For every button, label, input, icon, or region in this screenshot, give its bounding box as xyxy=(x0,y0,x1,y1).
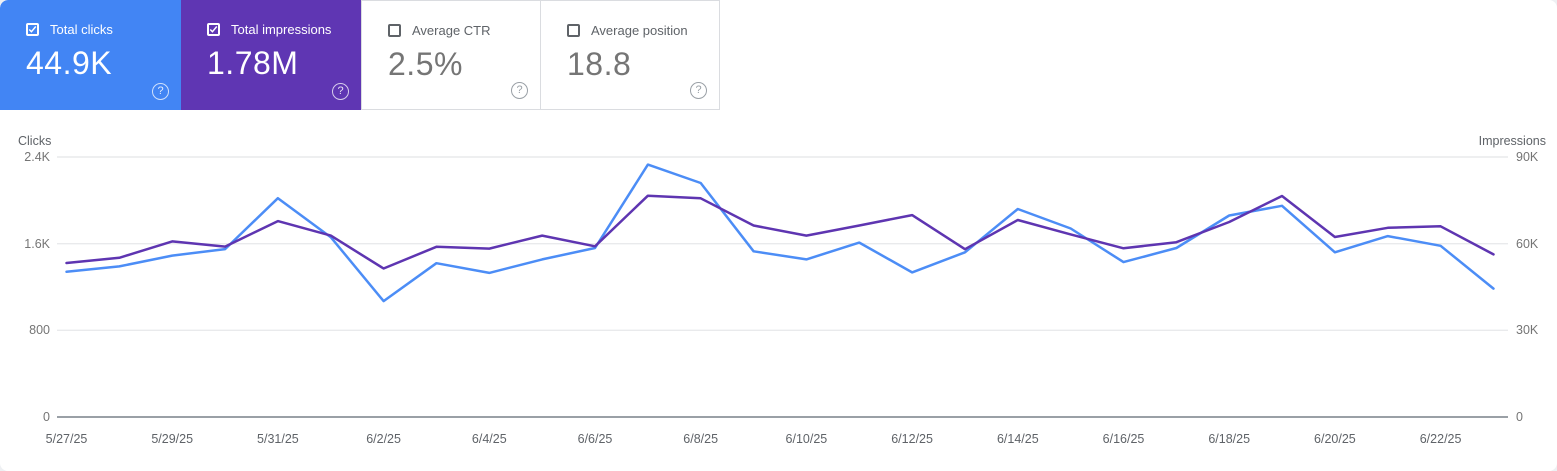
series-line-impressions xyxy=(65,194,1495,270)
checked-checkbox-icon[interactable] xyxy=(26,23,39,36)
card-label: Total impressions xyxy=(231,22,332,37)
y-axis-tick: 0 xyxy=(43,410,50,424)
help-icon[interactable]: ? xyxy=(152,83,169,100)
y-axis-tick: 1.6K xyxy=(24,237,50,251)
series-line-clicks xyxy=(65,163,1495,303)
y-axis-tick: 0 xyxy=(1516,410,1523,424)
empty-checkbox-icon[interactable] xyxy=(388,24,401,37)
checked-checkbox-icon[interactable] xyxy=(207,23,220,36)
help-icon[interactable]: ? xyxy=(511,82,528,99)
y-axis-tick: 800 xyxy=(29,323,50,337)
card-average-ctr[interactable]: Average CTR 2.5% ? xyxy=(361,0,541,110)
x-axis-label: 6/18/25 xyxy=(1208,432,1251,446)
x-axis-label: 6/6/25 xyxy=(577,432,613,446)
y-axis-tick: 90K xyxy=(1516,150,1539,164)
chart-canvas xyxy=(57,156,1508,418)
card-total-impressions[interactable]: Total impressions 1.78M ? xyxy=(181,0,361,110)
y-axis-tick: 60K xyxy=(1516,237,1539,251)
card-label: Average CTR xyxy=(412,23,491,38)
x-axis-labels: 5/27/25 5/29/25 5/31/25 6/2/25 6/4/25 6/6/25 6… xyxy=(0,432,1557,448)
x-axis-label: 6/2/25 xyxy=(366,432,401,446)
x-axis-label: 6/14/25 xyxy=(996,432,1039,446)
x-axis-label: 5/31/25 xyxy=(257,432,299,446)
performance-chart[interactable]: Clicks Impressions 2.4K 1.6K 800 0 90K 6… xyxy=(0,110,1557,471)
left-axis-title: Clicks xyxy=(18,134,52,148)
x-axis-label: 6/12/25 xyxy=(891,432,933,446)
card-total-clicks[interactable]: Total clicks 44.9K ? xyxy=(0,0,181,110)
card-label: Total clicks xyxy=(50,22,113,37)
x-axis-label: 6/4/25 xyxy=(471,432,507,446)
card-value: 44.9K xyxy=(26,45,113,81)
metric-cards-row: Total clicks 44.9K ? Total impressions 1… xyxy=(0,0,1557,110)
x-axis-label: 6/8/25 xyxy=(683,432,719,446)
x-axis-label: 6/16/25 xyxy=(1102,432,1145,446)
x-axis-label: 6/10/25 xyxy=(785,432,828,446)
card-value: 1.78M xyxy=(207,45,299,81)
right-axis-title: Impressions xyxy=(1478,134,1546,148)
empty-checkbox-icon[interactable] xyxy=(567,24,580,37)
card-average-position[interactable]: Average position 18.8 ? xyxy=(540,0,720,110)
help-icon[interactable]: ? xyxy=(332,83,349,100)
x-axis-label: 5/29/25 xyxy=(151,432,194,446)
x-axis-label: 5/27/25 xyxy=(45,432,88,446)
card-label: Average position xyxy=(591,23,688,38)
card-value: 2.5% xyxy=(388,46,463,82)
y-axis-tick: 30K xyxy=(1516,323,1539,337)
help-icon[interactable]: ? xyxy=(690,82,707,99)
y-axis-tick: 2.4K xyxy=(24,150,50,164)
x-axis-label: 6/20/25 xyxy=(1314,432,1356,446)
x-axis-label: 6/22/25 xyxy=(1419,432,1462,446)
card-value: 18.8 xyxy=(567,46,632,82)
